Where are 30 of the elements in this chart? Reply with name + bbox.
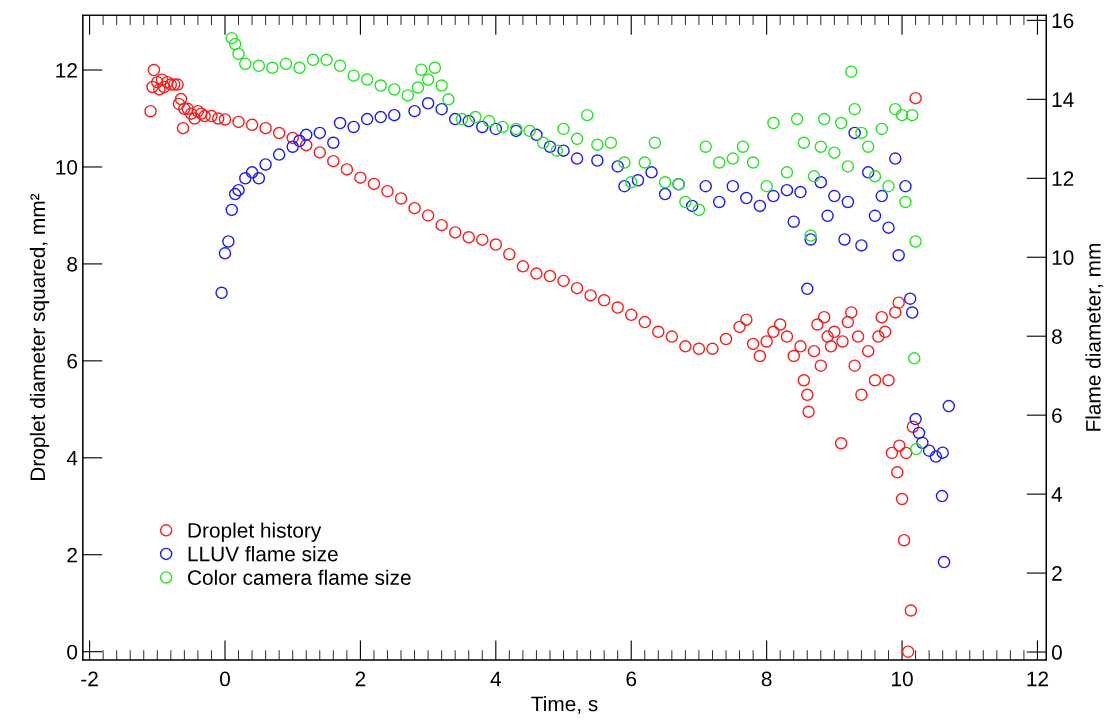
y2-tick-label: 6 — [1052, 408, 1062, 423]
y2-tick-label: 4 — [1051, 487, 1063, 502]
legend-label: Color camera flame size — [188, 569, 411, 585]
y-tick-label: 4 — [66, 451, 78, 466]
legend-label: LLUV flame size — [188, 546, 338, 562]
y-tick-label: 8 — [67, 256, 78, 272]
y-tick-label: 6 — [67, 353, 78, 369]
x-tick-label: 2 — [355, 671, 366, 687]
y2-tick-label: 12 — [1052, 171, 1074, 186]
y-tick-label: 12 — [56, 63, 77, 78]
x-tick-label: 0 — [220, 671, 230, 687]
x-tick-label: 4 — [490, 671, 501, 687]
x-tick-label: 12 — [1027, 671, 1048, 687]
y2-tick-label: 8 — [1052, 329, 1062, 344]
y-axis-title: Droplet diameter squared, mm² — [29, 193, 50, 481]
legend-label: Droplet history — [188, 522, 322, 542]
y-tick-label: 10 — [56, 159, 78, 175]
y2-axis-title: Flame diameter, mm — [1085, 244, 1104, 431]
y2-tick-label: 16 — [1052, 13, 1074, 29]
y2-tick-label: 2 — [1052, 566, 1062, 581]
x-tick-label: 8 — [761, 671, 772, 687]
x-tick-label: -2 — [81, 671, 98, 687]
x-tick-label: 6 — [626, 671, 637, 687]
y2-tick-label: 14 — [1052, 92, 1074, 107]
x-axis-title: Time, s — [531, 696, 598, 714]
y2-tick-label: 10 — [1052, 250, 1074, 265]
y-tick-label: 0 — [67, 644, 78, 660]
y-tick-label: 2 — [67, 547, 77, 563]
x-tick-label: 10 — [892, 671, 913, 687]
y2-tick-label: 0 — [1051, 645, 1062, 660]
